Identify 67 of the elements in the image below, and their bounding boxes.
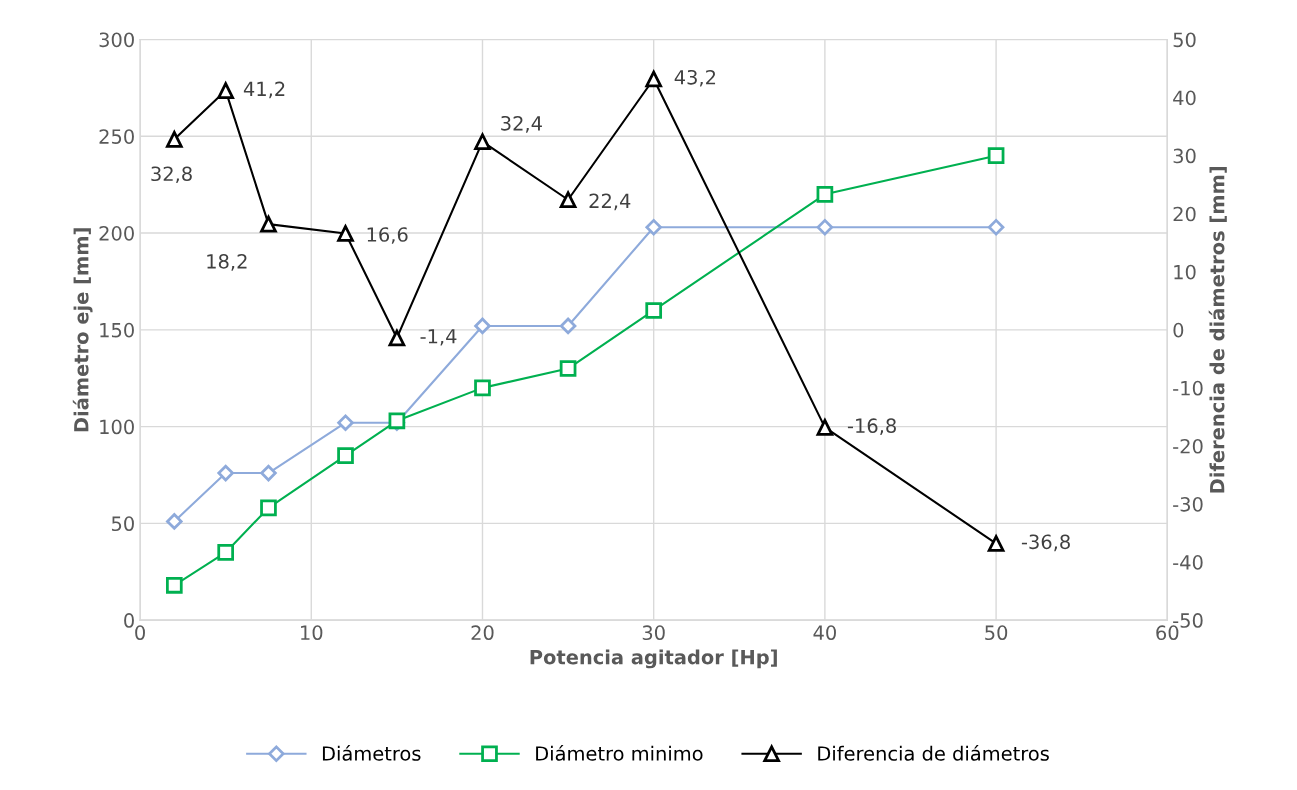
legend-label: Diferencia de diámetros <box>818 745 1049 761</box>
point <box>645 302 663 319</box>
point <box>166 513 183 530</box>
point <box>559 317 577 335</box>
point <box>559 360 577 377</box>
y2-tick-label: -30 <box>1173 496 1203 512</box>
data-label: 32,8 <box>151 166 192 184</box>
point <box>165 131 183 148</box>
y2-axis-title: Diferencia de diámetros [mm] <box>1208 166 1227 493</box>
y-tick-label: 150 <box>100 322 134 338</box>
y-tick-label: 100 <box>100 419 134 435</box>
point <box>987 535 1005 552</box>
point <box>337 414 354 431</box>
point <box>388 329 406 347</box>
point <box>217 464 234 482</box>
data-label: 18,2 <box>207 253 247 271</box>
point <box>260 215 277 233</box>
y2-tick-label: -40 <box>1173 555 1203 570</box>
data-label: 16,6 <box>367 227 408 244</box>
y2-tick-label: 40 <box>1173 90 1196 106</box>
x-tick-label: 30 <box>642 625 665 641</box>
y2-tick-label: 50 <box>1173 32 1196 48</box>
y2-tick-label: 20 <box>1173 206 1196 222</box>
point <box>987 218 1005 236</box>
point <box>260 499 277 517</box>
y2-tick-label: 0 <box>1173 322 1184 338</box>
x-tick-label: 0 <box>135 625 145 641</box>
point <box>816 186 834 203</box>
point <box>337 447 354 464</box>
y2-tick-label: 30 <box>1173 148 1196 164</box>
y2-tick-label: -10 <box>1173 380 1203 396</box>
data-label: 41,2 <box>243 81 285 99</box>
point <box>987 147 1005 164</box>
data-label: 32,4 <box>501 115 542 133</box>
point <box>474 317 491 335</box>
y-axis-title: Diámetro eje [mm] <box>72 228 93 432</box>
point <box>474 379 491 397</box>
data-label: -1,4 <box>420 329 457 346</box>
point <box>816 419 834 436</box>
y-tick-label: 50 <box>111 516 134 532</box>
legend-label: Diámetro minimo <box>536 745 703 761</box>
x-axis-title: Potencia agitador [Hp] <box>530 649 777 669</box>
y-tick-label: 200 <box>99 226 134 241</box>
y-tick-label: 0 <box>124 613 134 628</box>
data-label: 22,4 <box>589 193 631 211</box>
point <box>474 133 491 151</box>
legend-label: Diámetros <box>322 745 421 761</box>
x-tick-label: 40 <box>813 625 836 641</box>
point <box>816 218 834 236</box>
data-label: -36,8 <box>1021 534 1070 552</box>
y2-tick-label: 10 <box>1174 264 1196 280</box>
point <box>645 218 662 236</box>
data-label: 43,2 <box>674 69 716 87</box>
x-tick-label: 20 <box>471 625 494 641</box>
y2-tick-label: -20 <box>1173 438 1203 454</box>
point <box>559 191 577 209</box>
point <box>217 544 235 561</box>
point <box>337 225 354 242</box>
x-tick-label: 50 <box>985 625 1008 641</box>
point <box>165 576 183 594</box>
y-tick-label: 250 <box>99 129 134 144</box>
point <box>645 70 663 88</box>
y-tick-label: 300 <box>99 32 134 48</box>
x-tick-label: 10 <box>301 625 323 641</box>
point <box>217 82 235 99</box>
point <box>260 464 277 482</box>
data-label: -16,8 <box>847 418 896 435</box>
